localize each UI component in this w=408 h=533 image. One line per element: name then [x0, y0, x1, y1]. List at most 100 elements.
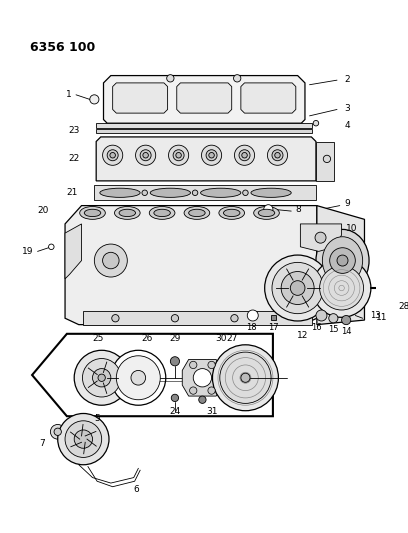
- Polygon shape: [241, 83, 296, 113]
- Circle shape: [176, 152, 181, 158]
- Polygon shape: [96, 123, 312, 128]
- Circle shape: [242, 152, 247, 158]
- Circle shape: [135, 145, 156, 165]
- Ellipse shape: [201, 188, 241, 197]
- Circle shape: [329, 313, 338, 323]
- Polygon shape: [300, 224, 341, 252]
- Circle shape: [171, 394, 179, 401]
- Circle shape: [208, 387, 215, 394]
- Circle shape: [208, 361, 215, 369]
- Circle shape: [51, 424, 65, 439]
- Ellipse shape: [149, 206, 175, 220]
- Circle shape: [202, 145, 222, 165]
- Ellipse shape: [115, 206, 140, 220]
- Text: 14: 14: [341, 327, 351, 336]
- Circle shape: [140, 150, 151, 161]
- Circle shape: [272, 262, 323, 313]
- Circle shape: [131, 370, 146, 385]
- Text: 22: 22: [69, 155, 80, 164]
- Text: 18: 18: [246, 323, 256, 332]
- Text: 20: 20: [37, 206, 49, 215]
- Text: 10: 10: [346, 224, 358, 233]
- Text: 1: 1: [66, 90, 71, 99]
- Text: 17: 17: [268, 323, 278, 332]
- Ellipse shape: [219, 206, 244, 220]
- Circle shape: [209, 152, 214, 158]
- Circle shape: [315, 232, 326, 243]
- Text: 4: 4: [344, 120, 350, 130]
- Circle shape: [199, 396, 206, 403]
- Text: 15: 15: [328, 325, 339, 334]
- Text: 7: 7: [39, 439, 45, 448]
- Circle shape: [241, 373, 250, 382]
- Ellipse shape: [100, 188, 140, 197]
- Text: 2: 2: [344, 75, 350, 84]
- Ellipse shape: [322, 237, 363, 285]
- Text: 5: 5: [94, 415, 100, 423]
- Circle shape: [337, 255, 348, 266]
- Circle shape: [102, 252, 119, 269]
- Circle shape: [313, 120, 319, 126]
- Circle shape: [243, 190, 248, 196]
- Text: 8: 8: [296, 205, 302, 214]
- Text: 9: 9: [344, 199, 350, 208]
- Ellipse shape: [316, 229, 369, 292]
- Text: 31: 31: [206, 407, 217, 416]
- Circle shape: [171, 357, 180, 366]
- Circle shape: [290, 281, 305, 295]
- Polygon shape: [104, 76, 305, 123]
- Circle shape: [319, 266, 364, 310]
- Circle shape: [239, 150, 250, 161]
- Circle shape: [190, 361, 197, 369]
- Polygon shape: [177, 83, 232, 113]
- Circle shape: [233, 75, 241, 82]
- Text: 19: 19: [22, 247, 33, 256]
- Circle shape: [213, 345, 278, 411]
- Circle shape: [171, 314, 179, 322]
- Circle shape: [65, 421, 102, 457]
- Text: 28: 28: [398, 302, 408, 311]
- Circle shape: [49, 244, 54, 249]
- Circle shape: [247, 310, 258, 321]
- Circle shape: [107, 150, 118, 161]
- Text: 12: 12: [297, 331, 308, 340]
- Bar: [83, 311, 312, 325]
- Circle shape: [192, 190, 198, 196]
- Circle shape: [312, 259, 371, 317]
- Polygon shape: [96, 137, 316, 181]
- Ellipse shape: [258, 209, 275, 216]
- Circle shape: [275, 152, 280, 158]
- Circle shape: [235, 145, 255, 165]
- Circle shape: [54, 428, 61, 435]
- Circle shape: [167, 75, 174, 82]
- Polygon shape: [65, 224, 82, 279]
- Text: 27: 27: [226, 334, 237, 343]
- Text: 26: 26: [142, 334, 153, 343]
- Circle shape: [173, 150, 184, 161]
- Circle shape: [193, 369, 212, 387]
- Bar: [387, 285, 395, 292]
- Bar: [96, 128, 312, 133]
- Circle shape: [94, 244, 127, 277]
- Polygon shape: [65, 206, 317, 325]
- Circle shape: [111, 350, 166, 405]
- Text: 11: 11: [377, 313, 388, 322]
- Ellipse shape: [154, 209, 171, 216]
- Circle shape: [206, 150, 217, 161]
- Text: 30: 30: [215, 334, 226, 343]
- Text: 25: 25: [92, 334, 104, 343]
- Polygon shape: [182, 359, 222, 396]
- Circle shape: [267, 145, 288, 165]
- Text: 21: 21: [67, 188, 78, 197]
- Circle shape: [169, 145, 188, 165]
- Ellipse shape: [251, 188, 291, 197]
- Circle shape: [58, 414, 109, 465]
- Text: 6356 100: 6356 100: [30, 41, 95, 54]
- Circle shape: [116, 356, 160, 400]
- Text: 13: 13: [370, 311, 381, 320]
- Ellipse shape: [184, 206, 210, 220]
- Bar: [271, 316, 276, 320]
- Circle shape: [341, 316, 351, 325]
- Ellipse shape: [119, 209, 135, 216]
- Circle shape: [316, 310, 327, 321]
